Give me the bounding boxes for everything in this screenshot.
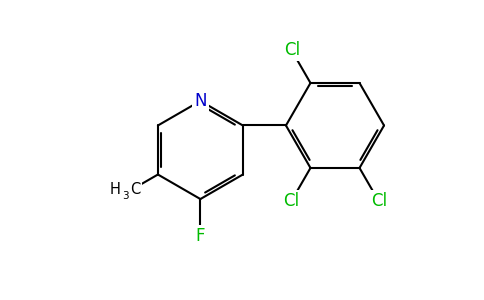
Text: 3: 3	[122, 191, 128, 201]
Text: Cl: Cl	[371, 192, 387, 210]
Text: Cl: Cl	[283, 192, 299, 210]
Text: H: H	[109, 182, 121, 197]
Text: Cl: Cl	[285, 41, 301, 59]
Text: N: N	[194, 92, 207, 110]
Text: F: F	[196, 227, 205, 245]
Text: C: C	[130, 182, 140, 197]
